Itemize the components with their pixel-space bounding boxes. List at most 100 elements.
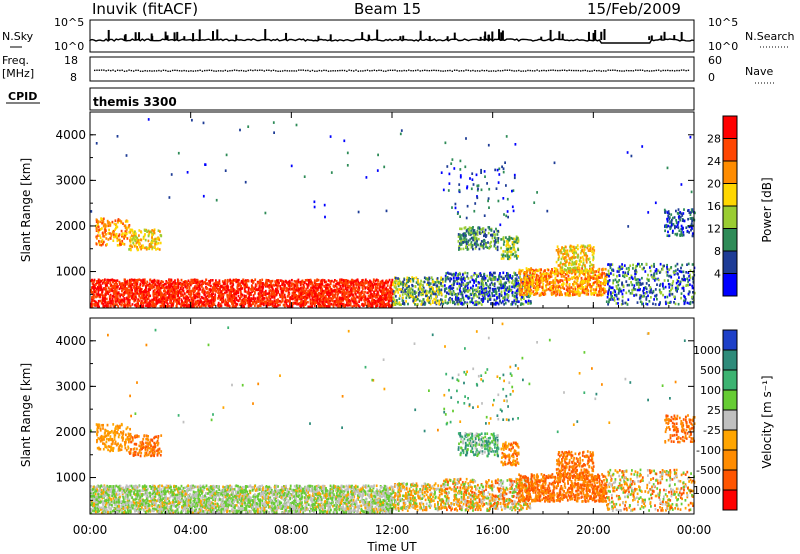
radar-echo-cell (151, 236, 153, 239)
radar-echo-cell (339, 302, 342, 306)
radar-echo-cell (264, 285, 267, 288)
radar-echo-cell (318, 297, 320, 301)
radar-echo-cell (385, 293, 388, 297)
radar-echo-cell (207, 299, 210, 303)
radar-echo-cell (246, 300, 249, 303)
radar-echo-cell (298, 297, 301, 301)
noise-spike (361, 32, 364, 40)
radar-echo-cell (173, 282, 176, 285)
radar-echo-cell (135, 279, 138, 282)
radar-echo-cell (138, 289, 141, 293)
radar-echo-cell (168, 304, 170, 308)
radar-echo-cell (514, 291, 517, 295)
radar-echo-cell (488, 276, 491, 279)
radar-echo-cell (380, 301, 383, 304)
radar-echo-cell (313, 291, 315, 294)
radar-echo-cell (170, 303, 173, 307)
radar-echo-cell (339, 284, 342, 288)
radar-echo-cell (135, 285, 138, 288)
radar-echo-cell (134, 287, 136, 290)
radar-echo-cell (299, 304, 302, 307)
radar-echo-cell (159, 297, 162, 301)
freq-point (176, 69, 178, 72)
radar-echo-cell (461, 301, 463, 305)
radar-echo-cell (424, 302, 427, 305)
radar-echo-cell (137, 248, 140, 251)
radar-echo-cell (123, 282, 126, 285)
radar-echo-cell (477, 281, 480, 284)
radar-echo-cell (245, 285, 247, 288)
radar-echo-cell (101, 290, 104, 294)
radar-echo-cell (392, 299, 394, 303)
freq-point (194, 70, 197, 72)
freq-point (121, 69, 123, 71)
radar-echo-cell (414, 303, 416, 306)
radar-echo-cell (122, 222, 124, 225)
radar-echo-cell (98, 243, 101, 247)
radar-echo-cell (102, 299, 105, 302)
radar-echo-cell (323, 304, 326, 307)
radar-echo-cell (142, 279, 145, 283)
radar-echo-cell (196, 280, 199, 284)
noise-spike (419, 30, 422, 40)
radar-echo-cell (161, 286, 164, 289)
freq-point (559, 69, 561, 72)
radar-echo-cell (322, 291, 325, 294)
freq-point (192, 70, 194, 72)
radar-echo-cell (369, 287, 371, 290)
radar-echo-cell (109, 282, 112, 285)
freq-point (440, 70, 442, 72)
radar-echo-cell (516, 274, 518, 277)
radar-echo-cell (166, 292, 169, 295)
radar-echo-cell (407, 302, 409, 306)
radar-echo-cell (436, 299, 439, 303)
radar-echo-cell (375, 296, 377, 299)
freq-point (116, 69, 119, 71)
freq-point (570, 69, 573, 72)
freq-point (160, 70, 162, 72)
radar-echo-cell (120, 282, 122, 286)
radar-echo-cell (323, 279, 326, 282)
radar-echo-cell (298, 295, 301, 299)
radar-echo-cell (163, 294, 166, 297)
freq-point (522, 70, 525, 72)
radar-echo-cell (248, 293, 251, 297)
radar-echo-cell (455, 271, 457, 275)
radar-echo-cell (390, 299, 393, 302)
radar-echo-cell (105, 280, 108, 284)
radar-echo-cell (137, 298, 139, 301)
radar-echo-cell (180, 278, 183, 282)
radar-echo-cell (219, 302, 222, 306)
freq-point (602, 70, 605, 72)
radar-echo-cell (462, 241, 465, 244)
freq-point (398, 70, 401, 72)
radar-echo-cell (155, 248, 157, 251)
radar-echo-cell (242, 304, 245, 308)
radar-echo-cell (302, 301, 305, 305)
freq-point (249, 69, 252, 71)
radar-echo-cell (204, 298, 207, 302)
radar-echo-cell (101, 238, 104, 242)
radar-echo-cell (364, 303, 367, 306)
freq-point (573, 69, 575, 72)
radar-echo-cell (150, 239, 153, 243)
radar-echo-cell (264, 282, 267, 285)
freq-point (428, 69, 431, 72)
radar-echo-cell (482, 244, 485, 248)
radar-echo-cell (517, 279, 520, 283)
radar-echo-cell (476, 275, 478, 279)
radar-echo-cell (320, 291, 323, 294)
radar-echo-cell (423, 300, 426, 304)
radar-echo-cell (460, 227, 463, 231)
radar-echo-cell (118, 219, 121, 223)
radar-echo-cell (136, 292, 139, 295)
radar-echo-cell (373, 292, 376, 296)
freq-point (488, 70, 490, 72)
radar-echo-cell (163, 282, 166, 286)
freq-point (515, 70, 518, 72)
radar-echo-cell (151, 241, 154, 244)
radar-echo-cell (125, 228, 128, 231)
radar-echo-cell (123, 237, 125, 240)
radar-echo-cell (364, 290, 366, 294)
radar-echo-cell (295, 282, 297, 285)
